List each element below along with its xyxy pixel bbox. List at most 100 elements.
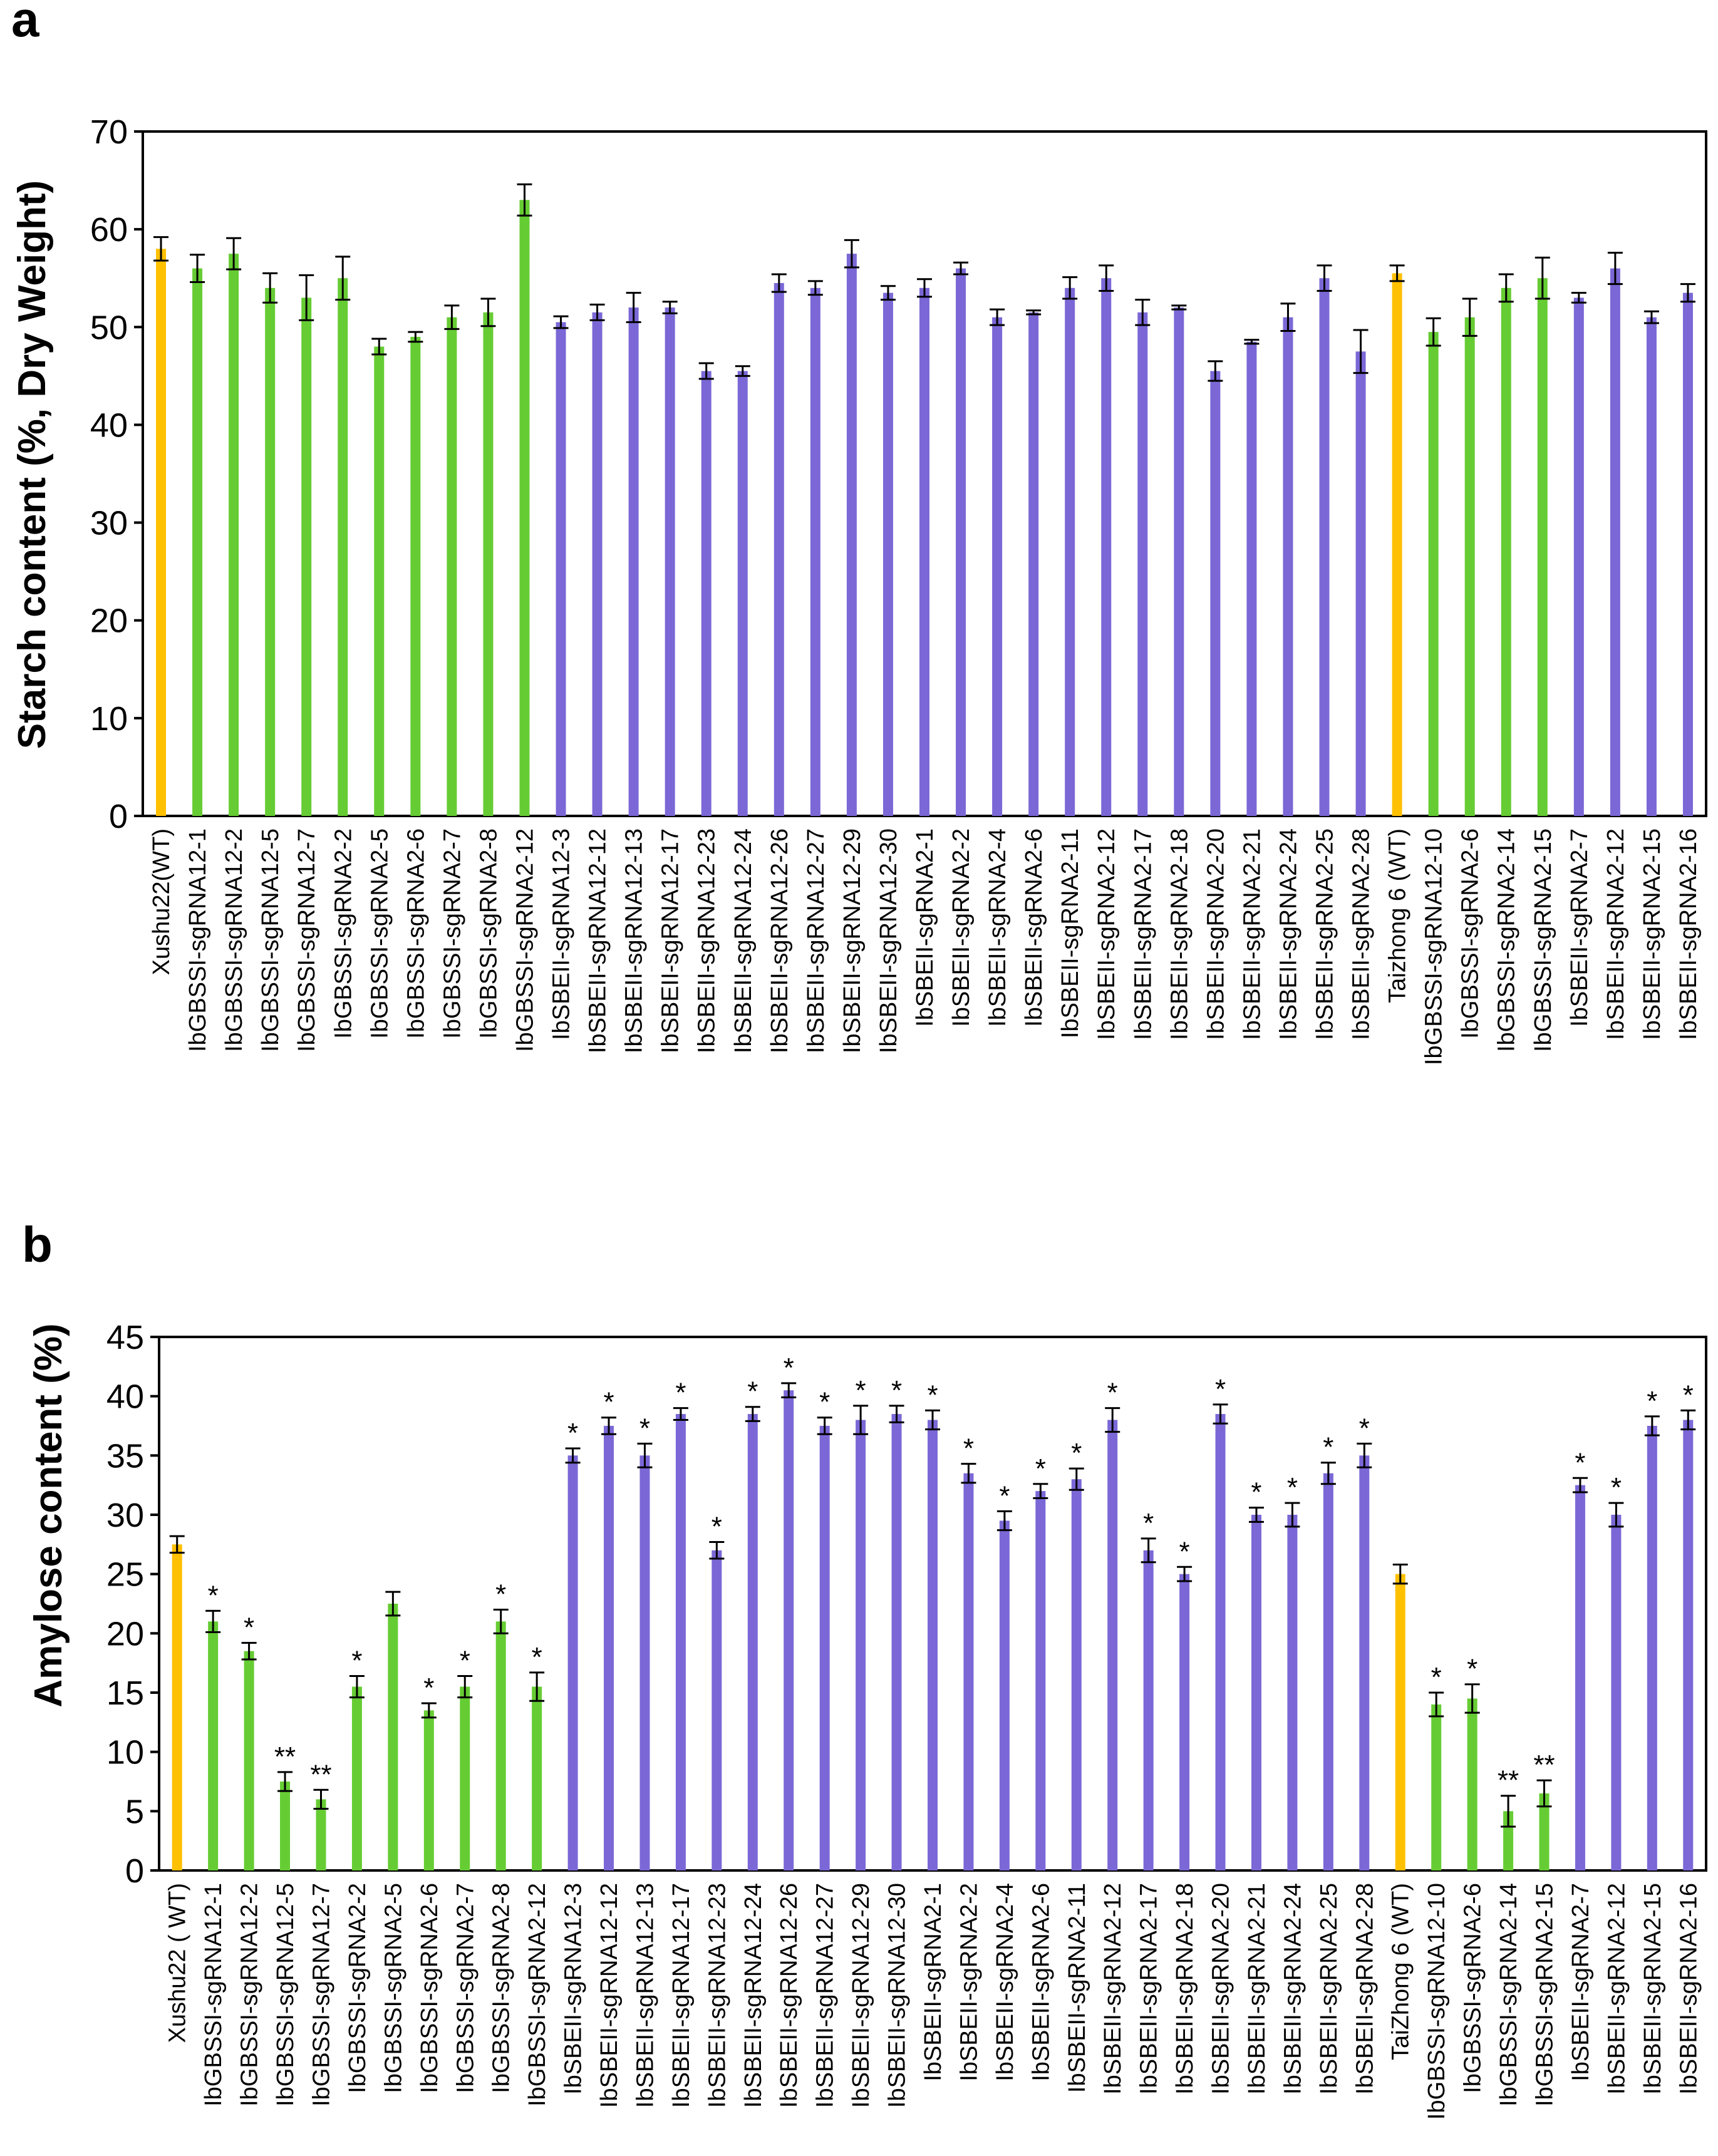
x-tick-label: IbSBEII-sgRNA12-12 [596,1883,623,2108]
bar [628,307,639,816]
x-tick-label: IbSBEII-sgRNA2-4 [992,1883,1018,2081]
x-tick-label: IbSBEII-sgRNA12-29 [839,828,866,1053]
bar [556,322,566,816]
x-tick-label: IbSBEII-sgRNA12-23 [704,1883,730,2108]
x-tick-label: IbSBEII-sgRNA2-20 [1208,1883,1234,2095]
bar [280,1782,291,1870]
x-tick-label: IbGBSSI-sgRNA2-2 [330,828,356,1039]
bar [156,249,167,816]
significance-marker: * [1359,1413,1370,1443]
x-tick-label: IbSBEII-sgRNA2-28 [1348,828,1375,1040]
y-tick-label: 5 [125,1793,144,1830]
x-tick-label: IbGBSSI-sgRNA2-8 [489,1883,515,2093]
significance-marker: ** [1498,1765,1519,1796]
bar [567,1455,578,1870]
bar [1501,287,1511,816]
significance-marker: * [891,1375,902,1406]
x-tick-label: IbSBEII-sgRNA12-13 [632,1883,658,2108]
significance-marker: * [1215,1374,1226,1405]
panel-a-label: a [11,0,39,47]
bar [265,287,276,816]
bar [172,1544,182,1870]
y-tick-label: 10 [106,1734,144,1772]
significance-marker: * [351,1645,362,1676]
bar [592,312,603,817]
y-tick-label: 40 [90,406,128,444]
bar [712,1550,722,1870]
amylose-content-chart: 0 5 10 15 20 25 30 35 40 45 Xushu22 ( WT) * IbGBSSI-… [106,1319,1707,2120]
bar [1287,1515,1298,1870]
x-tick-label: IbSBEII-sgRNA12-17 [668,1883,695,2108]
bar [675,1414,686,1870]
x-tick-label: IbGBSSI-sgRNA2-7 [439,828,465,1039]
bar [1647,1426,1657,1870]
bar [1392,273,1402,817]
significance-marker: * [1287,1472,1298,1503]
y-tick-label: 40 [106,1378,144,1416]
y-tick-label: 70 [90,113,128,151]
bar [1431,1704,1442,1870]
significance-marker: * [927,1380,938,1410]
bar [447,317,457,817]
significance-marker: * [1107,1378,1118,1408]
bar [992,317,1003,817]
significance-marker: * [1179,1536,1190,1567]
x-tick-label: IbGBSSI-sgRNA2-15 [1530,828,1556,1052]
bar [919,287,929,816]
bar [301,297,312,816]
significance-marker: * [639,1413,650,1443]
bar [1319,278,1330,816]
x-tick-label: IbSBEII-sgRNA2-15 [1639,828,1665,1040]
bar [1028,312,1039,817]
x-tick-label: IbSBEII-sgRNA2-11 [1057,828,1084,1038]
bar [229,254,239,816]
x-tick-label: IbGBSSI-sgRNA2-12 [512,828,538,1052]
x-tick-label: IbSBEII-sgRNA2-20 [1203,828,1229,1040]
significance-marker: ** [1533,1750,1555,1780]
x-tick-label: IbGBSSI-sgRNA12-2 [221,828,247,1052]
significance-marker: * [567,1418,578,1448]
bar [1174,307,1184,816]
significance-marker: * [244,1612,254,1643]
x-tick-label: IbSBEII-sgRNA12-30 [884,1883,911,2108]
x-tick-label: IbSBEII-sgRNA12-26 [767,828,793,1053]
x-tick-label: IbSBEII-sgRNA12-24 [740,1883,767,2108]
bar [1246,341,1257,816]
x-tick-label: IbGBSSI-sgRNA2-14 [1494,828,1520,1052]
x-tick-label: IbSBEII-sgRNA2-24 [1275,828,1301,1040]
bar [891,1414,902,1870]
bar [1682,292,1693,816]
bar [1610,268,1620,817]
panel-b-label: b [22,1217,53,1272]
bar [856,1420,866,1870]
bar [1646,317,1657,817]
bar [519,200,530,816]
x-tick-label: IbSBEII-sgRNA12-27 [803,828,829,1053]
bar [1573,297,1584,816]
x-tick-label: IbGBSSI-sgRNA2-12 [524,1883,551,2107]
bar [846,254,857,816]
bar [882,292,893,816]
y-tick-label: 25 [106,1556,144,1594]
significance-marker: * [1611,1472,1622,1503]
x-tick-label: IbGBSSI-sgRNA2-6 [1460,1883,1486,2093]
x-tick-label: IbSBEII-sgRNA2-2 [956,1883,982,2081]
bar [1539,1793,1550,1870]
bar [351,1686,362,1870]
bar [316,1799,326,1870]
x-tick-label: IbSBEII-sgRNA2-12 [1100,1883,1126,2095]
x-tick-label: IbGBSSI-sgRNA2-5 [380,1883,406,2093]
bar [784,1390,794,1870]
significance-marker: * [532,1642,542,1673]
x-tick-label: Xushu22(WT) [148,828,175,975]
x-tick-label: IbGBSSI-sgRNA2-6 [1457,828,1484,1039]
bar [1143,1550,1154,1870]
x-tick-label: IbGBSSI-sgRNA12-5 [257,828,284,1052]
x-tick-label: TaiZhong 6 (WT) [1388,1883,1414,2060]
x-tick-label: IbGBSSI-sgRNA2-2 [344,1883,371,2093]
significance-marker: ** [274,1741,296,1772]
significance-marker: * [1143,1508,1154,1539]
bar [963,1473,974,1870]
bar [338,278,348,816]
